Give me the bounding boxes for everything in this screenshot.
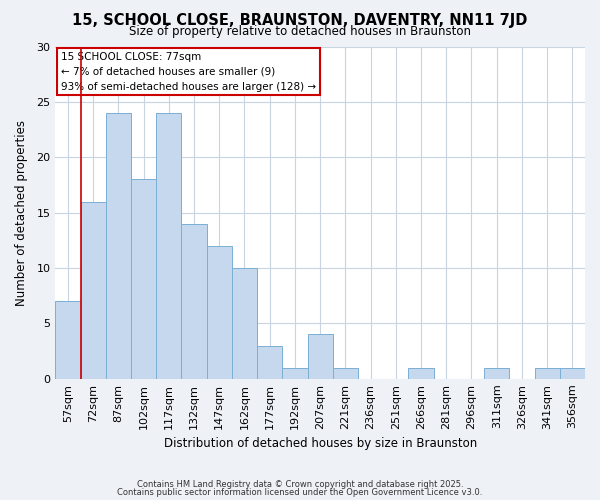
Bar: [181, 224, 206, 379]
Bar: [560, 368, 585, 379]
Text: Contains public sector information licensed under the Open Government Licence v3: Contains public sector information licen…: [118, 488, 482, 497]
Bar: [333, 368, 358, 379]
Bar: [156, 113, 181, 379]
Bar: [232, 268, 257, 379]
Text: Size of property relative to detached houses in Braunston: Size of property relative to detached ho…: [129, 25, 471, 38]
Bar: [55, 302, 80, 379]
Bar: [283, 368, 308, 379]
Text: Contains HM Land Registry data © Crown copyright and database right 2025.: Contains HM Land Registry data © Crown c…: [137, 480, 463, 489]
Bar: [308, 334, 333, 379]
Text: 15, SCHOOL CLOSE, BRAUNSTON, DAVENTRY, NN11 7JD: 15, SCHOOL CLOSE, BRAUNSTON, DAVENTRY, N…: [73, 12, 527, 28]
Text: 15 SCHOOL CLOSE: 77sqm
← 7% of detached houses are smaller (9)
93% of semi-detac: 15 SCHOOL CLOSE: 77sqm ← 7% of detached …: [61, 52, 316, 92]
Bar: [484, 368, 509, 379]
Bar: [131, 180, 156, 379]
Y-axis label: Number of detached properties: Number of detached properties: [15, 120, 28, 306]
Bar: [206, 246, 232, 379]
Bar: [257, 346, 283, 379]
Bar: [80, 202, 106, 379]
Bar: [106, 113, 131, 379]
Bar: [409, 368, 434, 379]
Bar: [535, 368, 560, 379]
X-axis label: Distribution of detached houses by size in Braunston: Distribution of detached houses by size …: [164, 437, 477, 450]
